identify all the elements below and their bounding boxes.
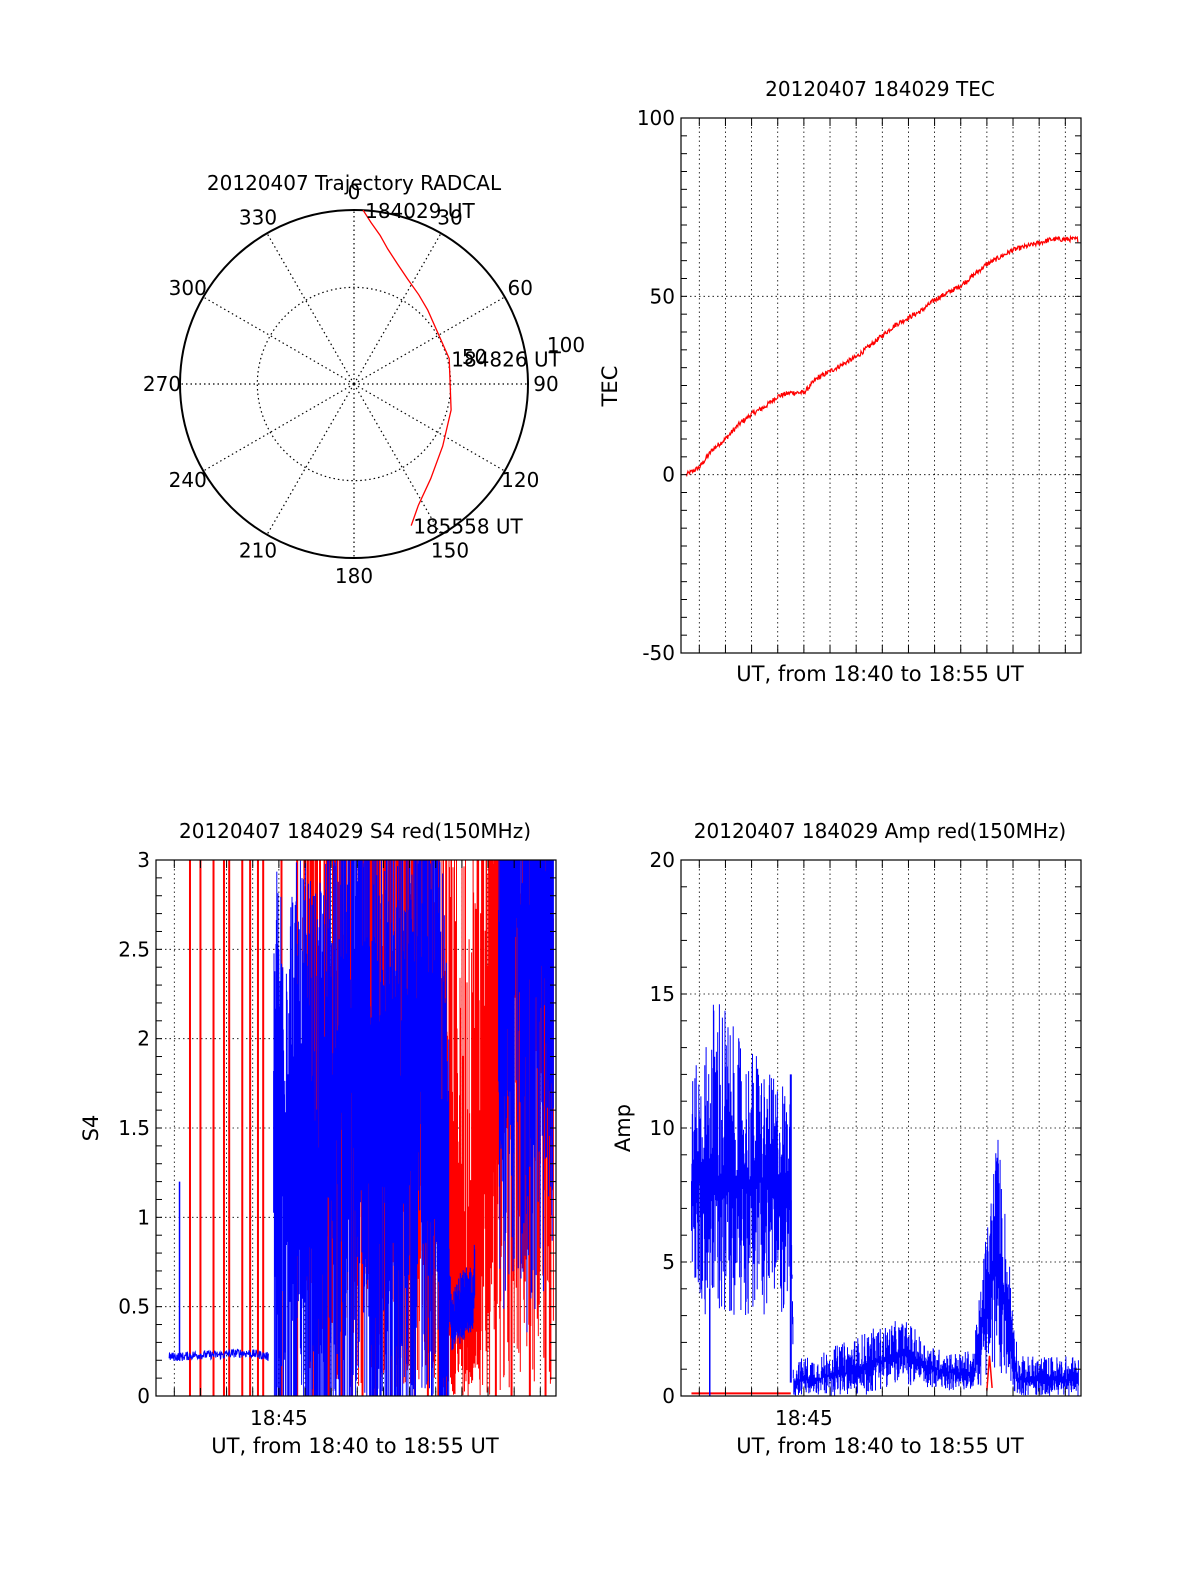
s4-blue-noisy-trace — [273, 860, 554, 1396]
amp-blue-trace — [691, 1004, 1079, 1396]
polar-angle-label: 180 — [335, 564, 373, 588]
amp-y-tick-label: 10 — [650, 1116, 675, 1140]
polar-angle-label: 270 — [143, 372, 181, 396]
tec-x-axis-label: UT, from 18:40 to 18:55 UT — [736, 662, 1024, 686]
polar-angle-label: 30 — [437, 206, 462, 230]
polar-angle-label: 0 — [348, 180, 361, 204]
trajectory-title: 20120407 Trajectory RADCAL — [207, 171, 502, 195]
s4-y-axis-label: S4 — [79, 1115, 103, 1142]
polar-spoke — [266, 383, 355, 535]
amp-y-tick-label: 0 — [662, 1384, 675, 1408]
trajectory-annotations: 184029 UT 184826 UT 185558 UT — [365, 199, 561, 538]
s4-series — [168, 860, 554, 1396]
tec-y-tick-label: 50 — [650, 284, 675, 308]
polar-spoke — [203, 296, 355, 385]
tec-plot-frame — [680, 117, 1082, 654]
s4-y-tick-label: 1.5 — [118, 1116, 150, 1140]
amp-y-tick-label: 15 — [650, 982, 675, 1006]
polar-angle-labels: 0 30 60 90 120 150 180 210 240 270 300 330 — [143, 180, 559, 588]
polar-angle-label: 210 — [239, 538, 277, 562]
trajectory-annotation: 184826 UT — [451, 347, 561, 371]
s4-x-ticks: 18:45 — [173, 860, 541, 1430]
s4-y-tick-label: 3 — [137, 848, 150, 872]
amp-y-axis-label: Amp — [611, 1104, 635, 1152]
s4-y-tick-label: 0.5 — [118, 1295, 150, 1319]
tec-series — [685, 234, 1079, 478]
polar-spoke — [353, 383, 505, 472]
s4-panel: 20120407 184029 S4 red(150MHz) 0 0.5 1 1.5 2… — [79, 819, 557, 1458]
tec-title: 20120407 184029 TEC — [765, 77, 995, 101]
polar-outer-ring — [179, 209, 529, 559]
s4-y-ticks: 0 0.5 1 1.5 2 2.5 3 — [118, 848, 556, 1408]
amp-x-tick-label: 18:45 — [775, 1406, 833, 1430]
trajectory-annotation: 184029 UT — [365, 199, 475, 223]
trajectory-series — [362, 209, 452, 526]
amp-x-axis-label: UT, from 18:40 to 18:55 UT — [736, 1434, 1024, 1458]
amp-red-bump — [986, 1355, 993, 1391]
polar-angle-label: 150 — [431, 538, 469, 562]
s4-blue-low-trace — [168, 1348, 269, 1362]
polar-spoke — [353, 233, 442, 385]
tec-panel: 20120407 184029 TEC -50 0 50 100 UT, from 1… — [598, 77, 1082, 686]
tec-y-tick-label: -50 — [642, 641, 675, 665]
tec-y-ticks: -50 0 50 100 — [637, 106, 1081, 665]
polar-angle-label: 300 — [169, 276, 207, 300]
s4-y-tick-label: 2.5 — [118, 937, 150, 961]
polar-angle-label: 60 — [508, 276, 533, 300]
polar-grid — [180, 210, 528, 558]
tec-y-axis-label: TEC — [598, 366, 622, 408]
tec-y-tick-label: 100 — [637, 106, 675, 130]
s4-x-tick-label: 18:45 — [250, 1406, 308, 1430]
polar-ring-labels: 50 100 — [462, 333, 585, 369]
s4-title: 20120407 184029 S4 red(150MHz) — [179, 819, 531, 843]
tec-y-tick-label: 0 — [662, 463, 675, 487]
trajectory-line — [362, 209, 452, 526]
s4-series-clipped — [168, 860, 554, 1396]
polar-ring-label: 100 — [547, 333, 585, 357]
tec-grid — [681, 118, 1081, 653]
polar-angle-label: 90 — [533, 372, 558, 396]
amp-series — [691, 1004, 1079, 1396]
amp-y-ticks: 0 5 10 15 20 — [650, 848, 1081, 1408]
polar-angle-label: 240 — [169, 468, 207, 492]
polar-angle-label: 330 — [239, 206, 277, 230]
amp-panel: 20120407 184029 Amp red(150MHz) 0 5 10 15 20… — [611, 819, 1082, 1458]
s4-y-tick-label: 0 — [137, 1384, 150, 1408]
polar-spoke — [353, 296, 505, 385]
trajectory-annotation: 185558 UT — [413, 515, 523, 539]
s4-y-tick-label: 1 — [137, 1205, 150, 1229]
amp-grid — [681, 860, 1081, 1396]
trajectory-polar-panel: 20120407 Trajectory RADCAL 0 30 60 90 120 150… — [143, 171, 585, 588]
amp-title: 20120407 184029 Amp red(150MHz) — [694, 819, 1066, 843]
tec-x-ticks — [698, 118, 1066, 653]
polar-angle-label: 120 — [501, 468, 539, 492]
polar-ring-label: 50 — [462, 345, 487, 369]
polar-spoke — [266, 233, 355, 385]
polar-spoke — [203, 383, 355, 472]
polar-spoke — [353, 383, 442, 535]
amp-y-tick-label: 5 — [662, 1250, 675, 1274]
tec-line — [685, 234, 1079, 478]
amp-y-tick-label: 20 — [650, 848, 675, 872]
s4-y-tick-label: 2 — [137, 1027, 150, 1051]
amp-x-ticks: 18:45 — [698, 860, 1066, 1430]
s4-x-axis-label: UT, from 18:40 to 18:55 UT — [211, 1434, 499, 1458]
